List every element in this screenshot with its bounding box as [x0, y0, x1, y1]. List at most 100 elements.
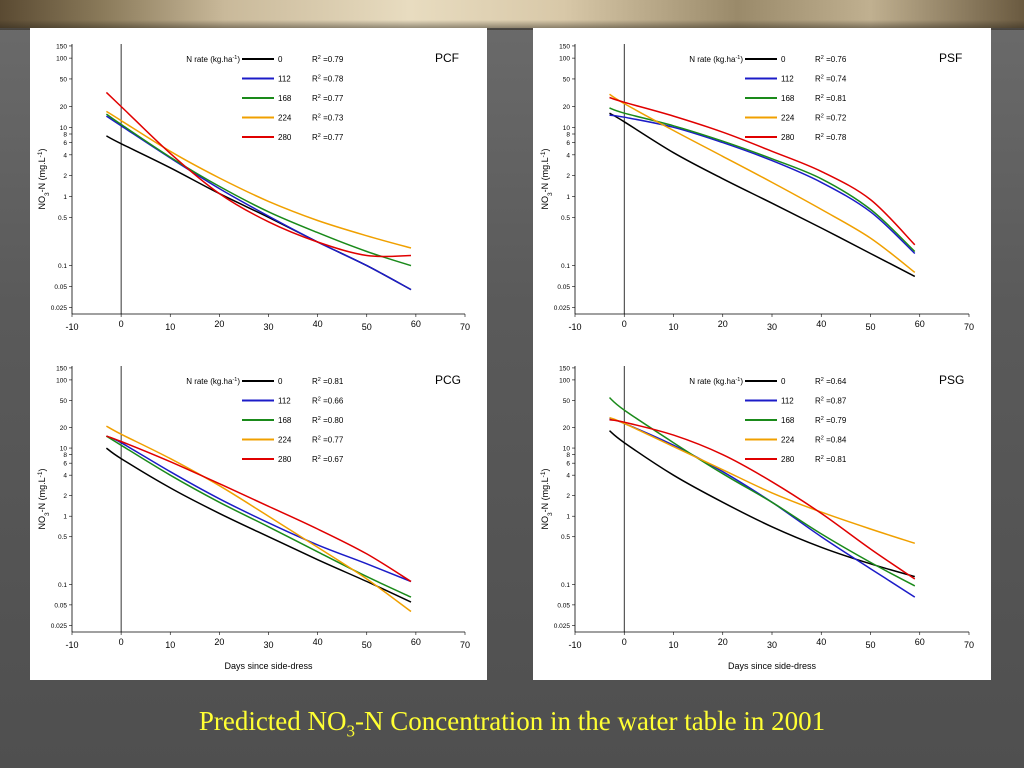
y-axis-label: NO3-N (mg.L-1) [540, 469, 554, 530]
series-line-0 [609, 112, 916, 278]
legend-title: N rate (kg.ha-1) [689, 377, 743, 386]
series-line-168 [105, 113, 412, 267]
y-tick-label: 0.025 [554, 305, 571, 312]
x-tick-label: 30 [767, 640, 777, 650]
y-tick-label: 0.05 [557, 602, 570, 609]
legend-r2-224: R2 =0.73 [312, 114, 344, 123]
legend-r2-168: R2 =0.81 [815, 94, 847, 103]
legend-r2-280: R2 =0.81 [815, 455, 847, 464]
y-tick-label: 0.05 [54, 284, 67, 291]
legend-rate-280: 280 [781, 133, 795, 142]
y-tick-label: 0.1 [561, 263, 570, 270]
series-line-112 [609, 114, 916, 255]
y-tick-label: 0.025 [554, 623, 571, 630]
y-tick-label: 2 [566, 493, 570, 500]
x-tick-label: 70 [964, 322, 974, 332]
series-line-168 [608, 397, 916, 587]
legend-rate-280: 280 [278, 133, 292, 142]
legend-r2-112: R2 =0.78 [312, 75, 344, 84]
series-line-112 [105, 115, 412, 291]
y-tick-label: 8 [63, 452, 67, 459]
series-line-280 [609, 419, 916, 580]
x-tick-label: 40 [816, 319, 826, 329]
legend-r2-280: R2 =0.67 [312, 455, 344, 464]
y-axis-label: NO3-N (mg.L-1) [37, 469, 51, 530]
x-tick-label: 50 [865, 322, 875, 332]
chart-panel-psg: 0.025 0.05 0.1 0.5 1 2 4 6 8 10 20 50 100 150 -10 0 10 20… [533, 350, 991, 680]
y-tick-label: 2 [566, 173, 570, 180]
series-line-0 [609, 430, 916, 578]
y-tick-label: 2 [63, 173, 67, 180]
x-tick-label: 30 [767, 322, 777, 332]
x-tick-label: 20 [718, 637, 728, 647]
series-line-0 [105, 447, 412, 603]
legend-rate-280: 280 [278, 455, 292, 464]
series-line-112 [106, 435, 412, 583]
legend-rate-0: 0 [781, 377, 786, 386]
title-subscript: 3 [346, 721, 356, 741]
x-tick-label: 60 [915, 319, 925, 329]
x-tick-label: 60 [915, 637, 925, 647]
y-axis-label: NO3-N (mg.L-1) [540, 149, 554, 210]
legend-rate-280: 280 [781, 455, 795, 464]
legend-rate-168: 168 [278, 416, 292, 425]
x-tick-label: -10 [568, 640, 581, 650]
legend-rate-112: 112 [278, 75, 291, 84]
y-tick-label: 8 [566, 132, 570, 139]
x-tick-label: 0 [119, 637, 124, 647]
x-tick-label: 20 [718, 319, 728, 329]
x-tick-label: 30 [263, 322, 273, 332]
chart-panel-psf: 0.025 0.05 0.1 0.5 1 2 4 6 8 10 20 50 100 150 -10 0 10 20… [533, 28, 991, 353]
y-tick-label: 20 [563, 425, 571, 432]
legend-r2-0: R2 =0.64 [815, 377, 847, 386]
legend-rate-168: 168 [781, 416, 795, 425]
series-line-280 [609, 96, 916, 246]
y-tick-label: 10 [60, 446, 68, 453]
legend-r2-280: R2 =0.77 [312, 133, 344, 142]
legend-r2-280: R2 =0.78 [815, 133, 847, 142]
legend-rate-112: 112 [781, 75, 794, 84]
legend-r2-0: R2 =0.79 [312, 55, 344, 64]
y-tick-label: 6 [63, 140, 67, 147]
y-tick-label: 0.5 [58, 534, 67, 541]
legend-r2-168: R2 =0.77 [312, 94, 344, 103]
series-line-224 [609, 93, 916, 273]
legend-r2-112: R2 =0.87 [815, 397, 847, 406]
legend-title: N rate (kg.ha-1) [186, 377, 240, 386]
y-tick-label: 20 [60, 104, 68, 111]
y-tick-label: 4 [566, 473, 570, 480]
legend-title: N rate (kg.ha-1) [186, 55, 240, 64]
x-tick-label: 10 [165, 640, 175, 650]
legend-rate-112: 112 [781, 397, 794, 406]
y-tick-label: 0.025 [51, 305, 68, 312]
series-line-112 [609, 417, 916, 598]
legend-r2-224: R2 =0.72 [815, 114, 847, 123]
x-axis-label: Days since side-dress [728, 661, 817, 671]
title-prefix: Predicted NO [198, 706, 347, 736]
legend-rate-224: 224 [781, 114, 795, 123]
y-tick-label: 0.1 [58, 263, 67, 270]
legend-title: N rate (kg.ha-1) [689, 55, 743, 64]
x-tick-label: 40 [816, 637, 826, 647]
x-tick-label: 10 [668, 640, 678, 650]
x-tick-label: -10 [65, 322, 78, 332]
y-tick-label: 8 [566, 452, 570, 459]
legend-rate-0: 0 [781, 55, 786, 64]
y-tick-label: 150 [56, 365, 67, 372]
y-tick-label: 50 [563, 76, 571, 83]
x-tick-label: 10 [668, 322, 678, 332]
x-tick-label: 30 [263, 640, 273, 650]
x-tick-label: 10 [165, 322, 175, 332]
x-tick-label: 0 [119, 319, 124, 329]
x-axis-label: Days since side-dress [224, 661, 313, 671]
legend-rate-224: 224 [781, 436, 795, 445]
panel-label-pcg: PCG [435, 373, 461, 387]
legend-rate-224: 224 [278, 436, 292, 445]
chart-panel-pcg: 0.025 0.05 0.1 0.5 1 2 4 6 8 10 20 50 100 150 -10 0 10 20… [30, 350, 487, 680]
y-tick-label: 1 [63, 194, 67, 201]
title-suffix: -N Concentration in the water table in 2… [355, 706, 826, 736]
slide-title: Predicted NO3-N Concentration in the wat… [0, 706, 1024, 741]
y-tick-label: 4 [63, 473, 67, 480]
